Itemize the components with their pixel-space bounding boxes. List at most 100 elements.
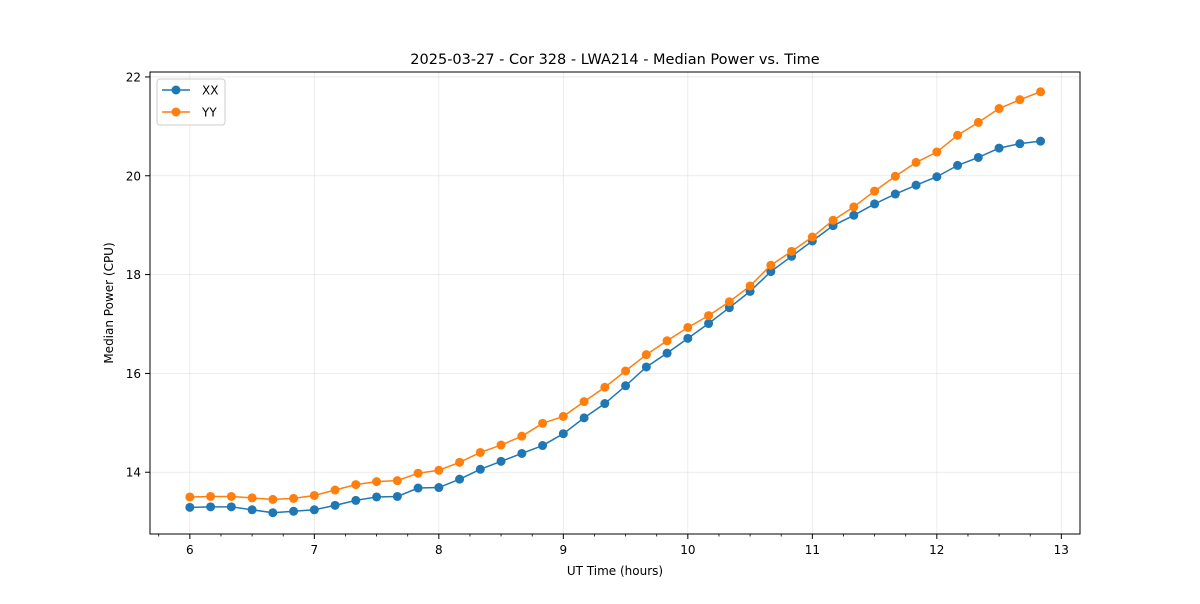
data-point-yy bbox=[206, 491, 216, 501]
data-point-xx bbox=[621, 381, 631, 391]
data-point-yy bbox=[413, 468, 423, 478]
data-point-xx bbox=[226, 502, 236, 512]
series-layer bbox=[185, 87, 1046, 518]
data-point-xx bbox=[994, 143, 1004, 153]
data-point-yy bbox=[807, 232, 817, 242]
data-point-xx bbox=[1036, 136, 1046, 146]
x-tick-label: 8 bbox=[435, 543, 443, 557]
x-tick-label: 6 bbox=[186, 543, 194, 557]
data-point-xx bbox=[953, 160, 963, 170]
data-point-xx bbox=[351, 495, 361, 505]
data-point-xx bbox=[268, 508, 278, 518]
legend: XX YY bbox=[156, 78, 226, 126]
data-point-xx bbox=[579, 413, 589, 423]
data-point-xx bbox=[517, 448, 527, 458]
series-xx bbox=[185, 136, 1046, 518]
y-tick-label: 16 bbox=[126, 367, 141, 381]
y-tick-label: 20 bbox=[126, 169, 141, 183]
data-point-yy bbox=[662, 336, 672, 346]
y-axis-label: Median Power (CPU) bbox=[102, 242, 116, 363]
data-point-yy bbox=[558, 411, 568, 421]
data-point-xx bbox=[662, 348, 672, 358]
data-point-yy bbox=[828, 215, 838, 225]
data-point-yy bbox=[579, 397, 589, 407]
y-tick-label: 18 bbox=[126, 268, 141, 282]
data-point-yy bbox=[538, 418, 548, 428]
x-tick-label: 12 bbox=[929, 543, 944, 557]
data-point-yy bbox=[932, 147, 942, 157]
data-point-yy bbox=[226, 491, 236, 501]
data-point-yy bbox=[1015, 95, 1025, 105]
y-tick-label: 14 bbox=[126, 466, 141, 480]
data-point-xx bbox=[641, 362, 651, 372]
data-point-xx bbox=[206, 502, 216, 512]
data-point-yy bbox=[434, 465, 444, 475]
x-axis-label: UT Time (hours) bbox=[567, 564, 663, 578]
data-point-yy bbox=[704, 311, 714, 321]
data-point-xx bbox=[392, 491, 402, 501]
series-yy bbox=[185, 87, 1046, 504]
x-tick-label: 13 bbox=[1054, 543, 1069, 557]
data-point-xx bbox=[890, 189, 900, 199]
data-point-yy bbox=[351, 480, 361, 490]
data-point-yy bbox=[641, 350, 651, 360]
data-point-yy bbox=[517, 431, 527, 441]
data-point-yy bbox=[475, 447, 485, 457]
data-point-xx bbox=[496, 456, 506, 466]
data-point-yy bbox=[973, 117, 983, 127]
data-point-xx bbox=[289, 506, 299, 516]
data-point-yy bbox=[911, 157, 921, 167]
data-point-xx bbox=[309, 505, 319, 515]
data-point-xx bbox=[1015, 139, 1025, 149]
data-point-yy bbox=[247, 493, 257, 503]
data-point-yy bbox=[600, 382, 610, 392]
data-point-xx bbox=[434, 483, 444, 493]
data-point-xx bbox=[538, 441, 548, 451]
data-point-yy bbox=[372, 477, 382, 487]
data-point-yy bbox=[392, 476, 402, 486]
chart-title: 2025-03-27 - Cor 328 - LWA214 - Median P… bbox=[410, 52, 819, 68]
plot-frame bbox=[149, 71, 1081, 535]
legend-label-xx: XX bbox=[202, 84, 218, 98]
data-point-xx bbox=[766, 267, 776, 277]
data-point-yy bbox=[330, 485, 340, 495]
legend-label-yy: YY bbox=[201, 106, 217, 120]
data-point-yy bbox=[870, 186, 880, 196]
data-point-yy bbox=[289, 493, 299, 503]
data-point-xx bbox=[683, 333, 693, 343]
data-point-xx bbox=[185, 502, 195, 512]
data-point-yy bbox=[621, 366, 631, 376]
data-point-yy bbox=[787, 246, 797, 256]
data-point-yy bbox=[683, 322, 693, 332]
data-point-xx bbox=[413, 483, 423, 493]
legend-marker-yy bbox=[171, 107, 181, 117]
data-point-xx bbox=[475, 464, 485, 474]
data-point-xx bbox=[558, 429, 568, 439]
data-point-xx bbox=[870, 199, 880, 209]
x-tick-label: 11 bbox=[805, 543, 820, 557]
data-point-xx bbox=[330, 500, 340, 510]
data-point-xx bbox=[455, 474, 465, 484]
data-point-xx bbox=[911, 180, 921, 190]
data-point-yy bbox=[1036, 87, 1046, 97]
data-point-xx bbox=[600, 399, 610, 409]
data-point-xx bbox=[704, 319, 714, 329]
x-tick-label: 9 bbox=[560, 543, 568, 557]
x-tick-label: 10 bbox=[680, 543, 695, 557]
data-point-yy bbox=[268, 494, 278, 504]
data-point-yy bbox=[455, 457, 465, 467]
legend-marker-xx bbox=[171, 85, 181, 95]
data-point-xx bbox=[372, 492, 382, 502]
axis-ticks: 6 7 8 9 10 11 12 13 14 16 18 20 22 bbox=[126, 70, 1069, 557]
data-point-yy bbox=[745, 281, 755, 291]
y-tick-label: 22 bbox=[126, 70, 141, 84]
data-point-yy bbox=[496, 440, 506, 450]
data-point-xx bbox=[973, 152, 983, 162]
grid-lines bbox=[150, 72, 1080, 534]
data-point-xx bbox=[247, 505, 257, 515]
data-point-yy bbox=[994, 104, 1004, 114]
data-point-xx bbox=[932, 172, 942, 182]
data-point-yy bbox=[309, 490, 319, 500]
data-point-yy bbox=[953, 130, 963, 140]
